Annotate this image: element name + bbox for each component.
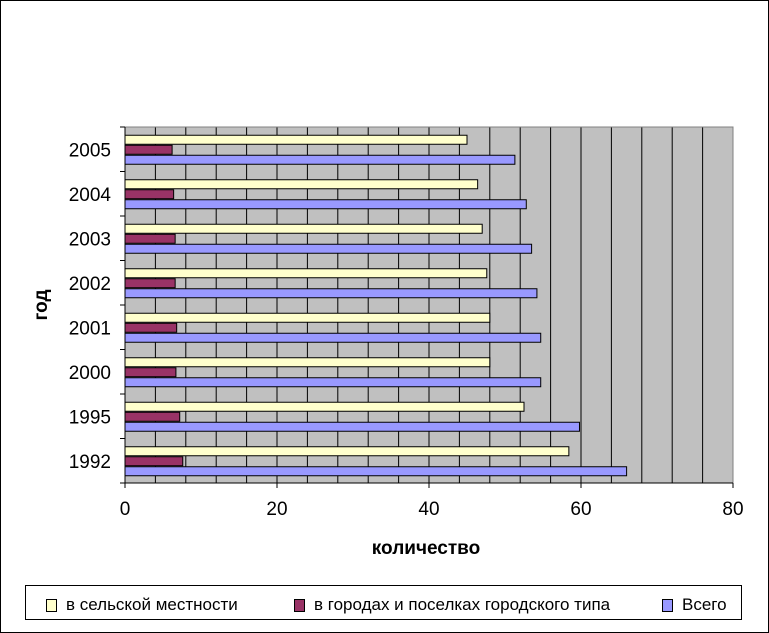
bar-2005-series-2 — [124, 154, 516, 165]
bar-2002-series-1 — [124, 278, 176, 289]
y-tick-label: 1992 — [69, 452, 111, 473]
y-tick-label: 2002 — [69, 274, 111, 295]
bar-1992-series-1 — [124, 456, 184, 467]
bar-1995-series-0 — [124, 401, 525, 412]
bar-2001-series-0 — [124, 312, 491, 323]
bar-2000-series-1 — [124, 367, 177, 378]
legend-label-rural: в сельской местности — [66, 595, 238, 614]
bar-2001-series-1 — [124, 322, 178, 333]
x-tick-label: 80 — [722, 499, 743, 520]
x-tick-label: 40 — [418, 499, 439, 520]
legend-label-total: Всего — [682, 595, 727, 614]
y-tick-label: 2003 — [69, 229, 111, 250]
x-tick-label: 0 — [120, 499, 131, 520]
bar-2004-series-2 — [124, 199, 527, 210]
bar-2000-series-2 — [124, 377, 542, 388]
legend-swatch-urban — [294, 598, 305, 612]
bar-2004-series-0 — [124, 179, 479, 190]
legend-item-total: Всего — [662, 595, 727, 615]
bar-2002-series-0 — [124, 268, 488, 279]
bar-1995-series-2 — [124, 421, 580, 432]
bar-2000-series-0 — [124, 357, 491, 368]
y-tick-label: 2001 — [69, 318, 111, 339]
bar-2003-series-1 — [124, 233, 176, 244]
x-axis-title: количество — [372, 538, 480, 559]
legend-item-urban: в городах и поселках городского типа — [294, 595, 610, 615]
bar-2003-series-2 — [124, 243, 533, 254]
legend: в сельской местности в городах и поселка… — [25, 585, 742, 620]
bar-2005-series-1 — [124, 144, 173, 155]
x-tick-label: 20 — [266, 499, 287, 520]
x-tick-label: 60 — [570, 499, 591, 520]
bar-2002-series-2 — [124, 288, 538, 299]
y-tick-label: 2004 — [69, 185, 112, 206]
bar-1995-series-1 — [124, 411, 181, 422]
legend-swatch-total — [662, 598, 673, 612]
y-tick-label: 1995 — [69, 407, 111, 428]
legend-item-rural: в сельской местности — [46, 595, 238, 615]
y-tick-label: 2005 — [69, 140, 111, 161]
y-tick-label: 2000 — [69, 363, 111, 384]
legend-label-urban: в городах и поселках городского типа — [314, 595, 611, 614]
bar-2004-series-1 — [124, 189, 175, 200]
legend-swatch-rural — [46, 598, 57, 612]
bar-2005-series-0 — [124, 134, 468, 145]
bar-2001-series-2 — [124, 332, 542, 343]
bar-1992-series-0 — [124, 446, 570, 457]
bar-2003-series-0 — [124, 223, 483, 234]
y-axis-title: год — [31, 289, 52, 320]
bar-1992-series-2 — [124, 466, 628, 477]
